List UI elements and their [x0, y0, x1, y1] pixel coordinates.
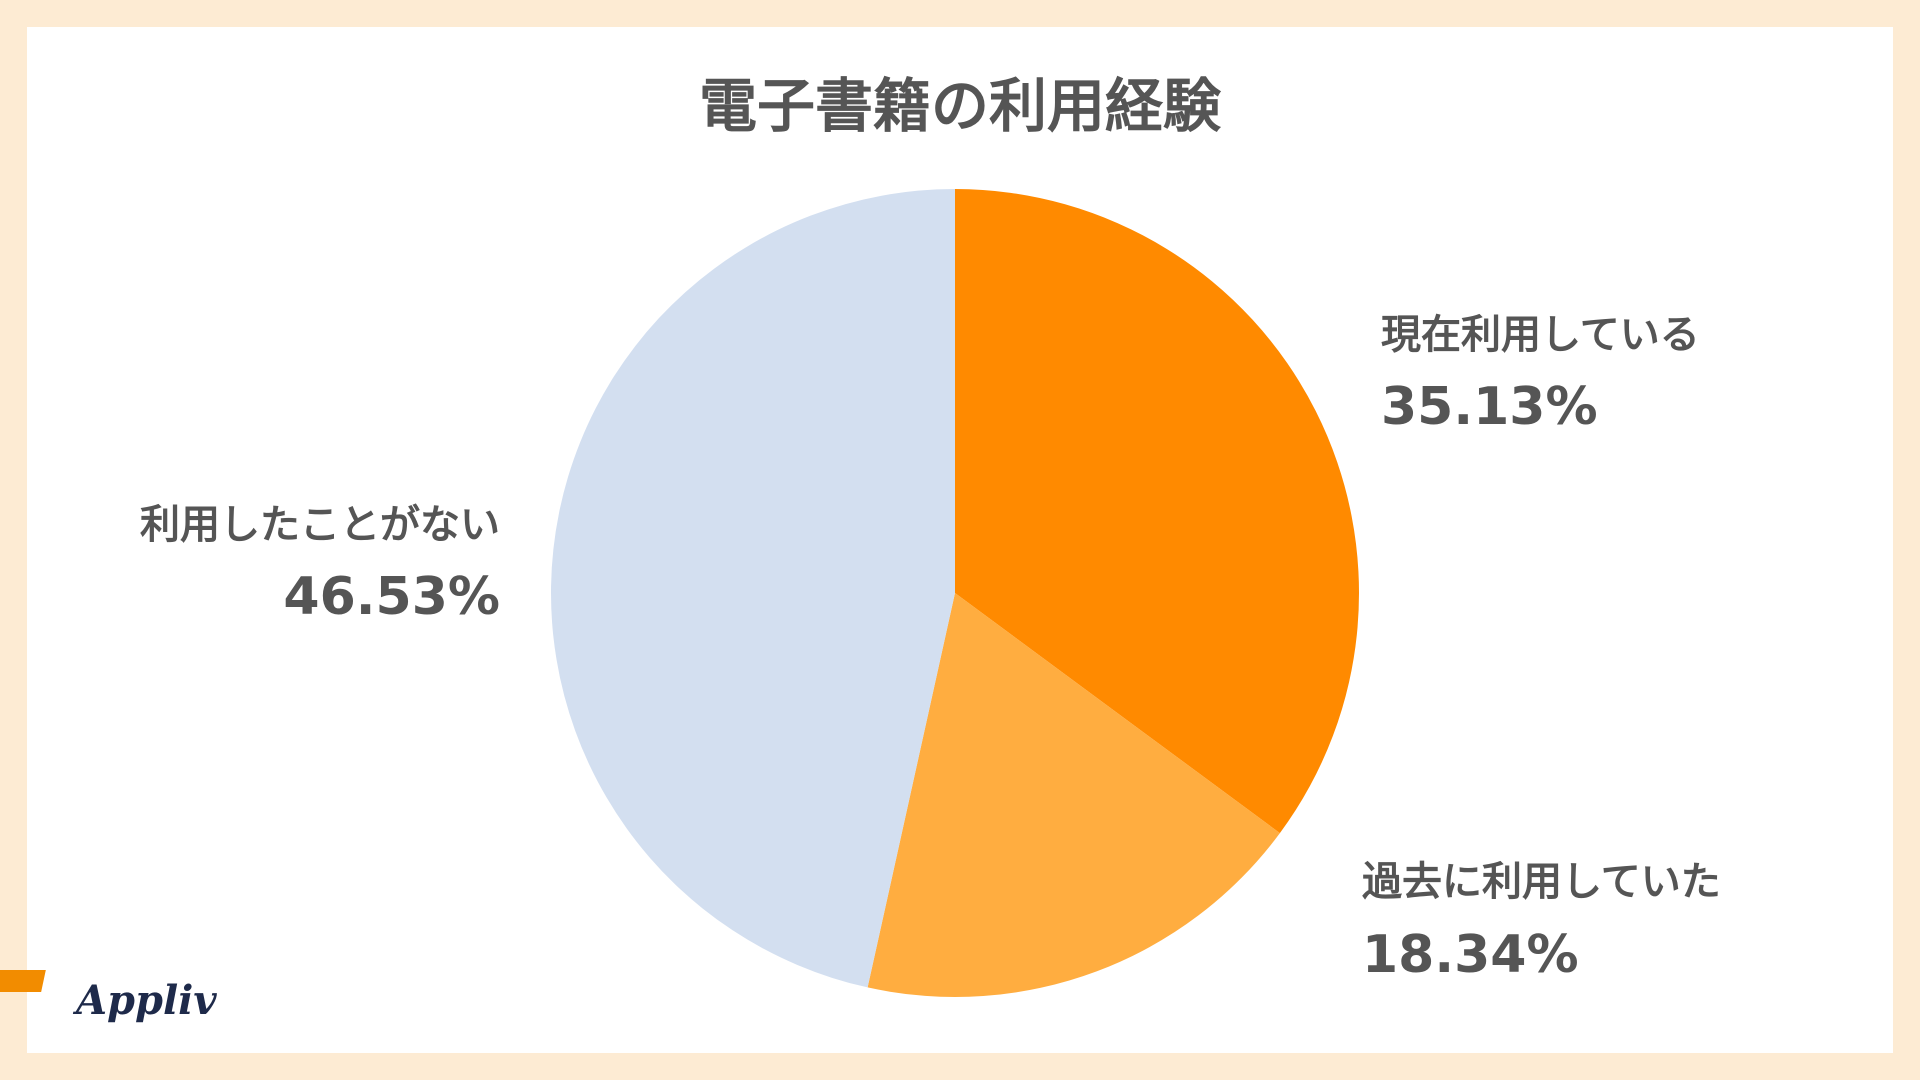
slice-label: 利用したことがない	[140, 502, 500, 548]
value-label: 18.34%	[1362, 925, 1579, 985]
pie-slice	[955, 189, 1359, 834]
logo-badge-bg	[0, 970, 46, 992]
logo-text: Appliv	[72, 977, 217, 1024]
value-label: 35.13%	[1381, 377, 1598, 437]
logo: TOPICS Appliv	[0, 970, 229, 1024]
value-label: 46.53%	[283, 567, 500, 627]
pie-slice	[550, 189, 955, 988]
slice-label: 過去に利用していた	[1362, 859, 1721, 905]
chart-title: 電子書籍の利用経験	[699, 72, 1222, 140]
slice-label: 現在利用している	[1381, 312, 1700, 358]
logo-badge: TOPICS	[171, 974, 229, 990]
pie-slice	[867, 593, 1280, 997]
